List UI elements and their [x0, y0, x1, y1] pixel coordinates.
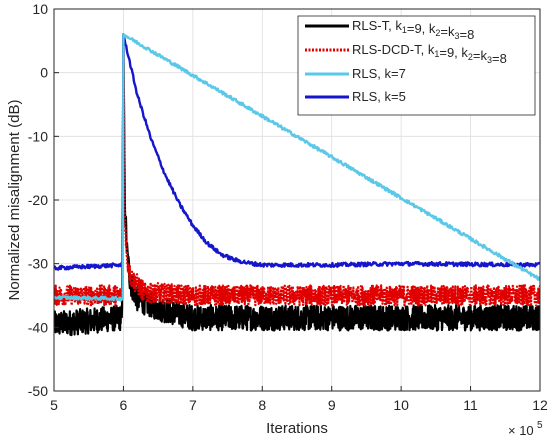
x-tick-label: 10: [393, 397, 409, 413]
x-tick-label: 12: [532, 397, 548, 413]
series-line-3: [54, 33, 540, 271]
series-line-2: [54, 33, 540, 302]
x-tick-label: 7: [189, 397, 197, 413]
y-tick-label: 10: [32, 1, 48, 17]
y-tick-label: -40: [28, 319, 48, 335]
y-axis-label: Normalized misalignment (dB): [6, 100, 23, 301]
x-tick-label: 11: [463, 397, 478, 413]
x-multiplier: × 10 5: [508, 420, 543, 438]
legend-label: RLS, k=7: [352, 66, 406, 81]
x-multiplier-base: × 10: [508, 423, 534, 438]
x-tick-label: 6: [120, 397, 128, 413]
legend-label: RLS-DCD-T, k1=9, k2=k3=8: [352, 42, 507, 66]
x-axis-label: Iterations: [266, 420, 328, 437]
legend-label: RLS, k=5: [352, 89, 406, 104]
y-tick-label: -10: [28, 128, 48, 144]
x-tick-label: 5: [50, 397, 58, 413]
y-tick-label: -50: [28, 383, 48, 399]
series-line-1: [54, 33, 540, 307]
y-tick-label: -30: [28, 256, 48, 272]
series-group: [54, 33, 540, 337]
x-tick-label: 8: [258, 397, 266, 413]
legend-label: RLS-T, k1=9, k2=k3=8: [352, 18, 474, 42]
y-tick-label: -20: [28, 192, 48, 208]
x-multiplier-exponent: 5: [537, 420, 543, 431]
axis-ticks: 5 6 7 8 9 10 11 12 10 0 -10 -20 -30 -40 -50: [28, 1, 548, 413]
x-tick-label: 9: [328, 397, 336, 413]
y-tick-label: 0: [40, 65, 48, 81]
series-peak-point: [122, 33, 125, 36]
